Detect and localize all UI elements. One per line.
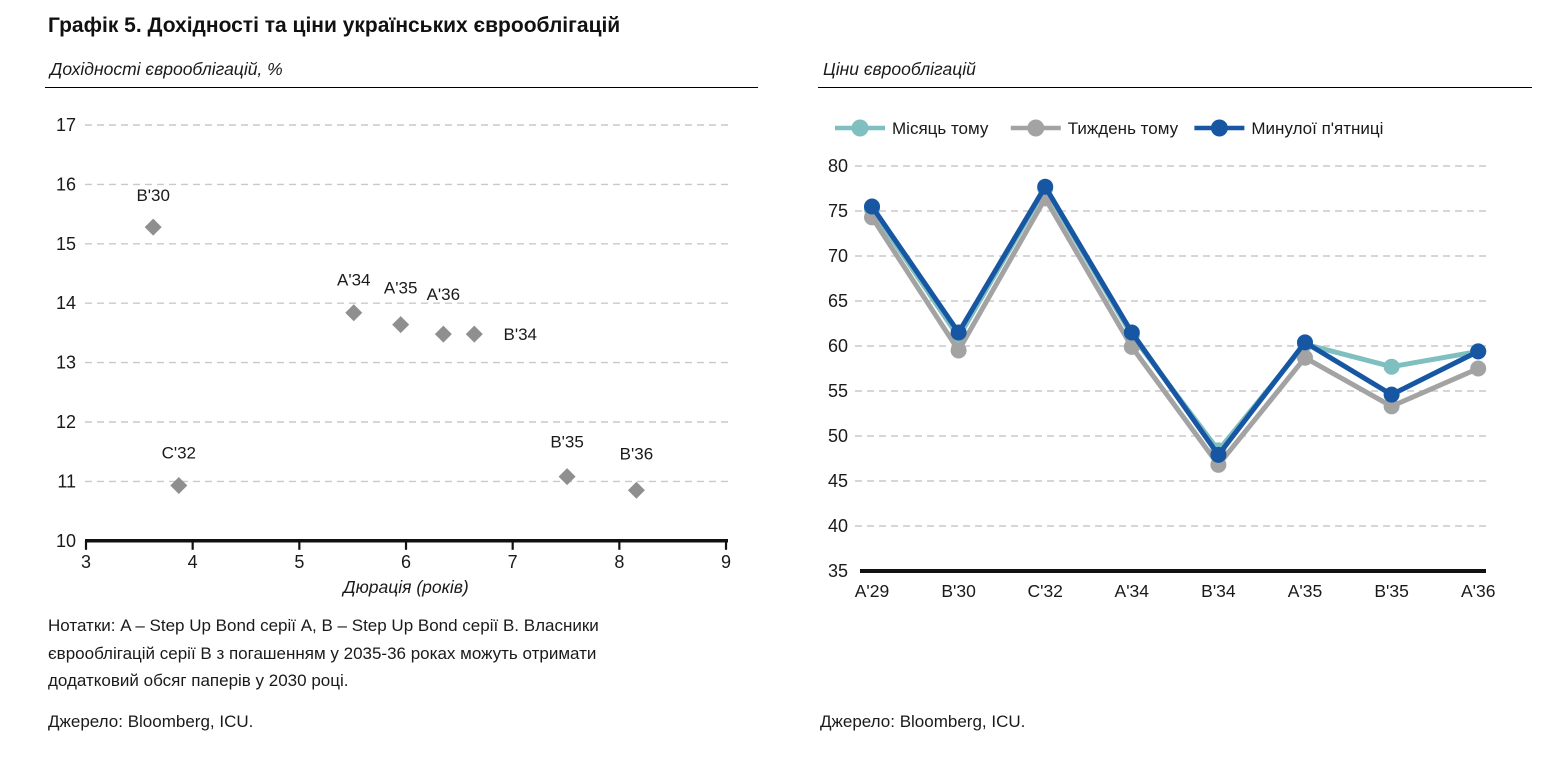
data-point [1383,358,1400,375]
right-chart-header: Ціни єврооблігацій [818,54,1532,88]
data-point [950,342,967,359]
left-chart-subtitle: Дохідності єврооблігацій, % [50,59,283,79]
scatter-point [392,316,410,334]
data-point [1383,386,1400,403]
scatter-point [434,325,452,343]
y-tick-label: 10 [56,531,76,551]
right-chart-subtitle: Ціни єврооблігацій [823,59,976,79]
x-tick-label: B'34 [1201,581,1236,601]
scatter-point-label: C'32 [162,444,196,463]
x-tick-label: B'35 [1374,581,1408,601]
data-point [1210,446,1227,463]
y-tick-label: 60 [828,336,848,356]
scatter-point-label: B'34 [504,325,538,344]
x-tick-label: 8 [614,552,624,572]
y-tick-label: 11 [57,471,76,491]
x-tick-label: 4 [188,552,198,572]
data-point [1297,334,1313,351]
x-tick-label: 6 [401,552,411,572]
scatter-point-label: A'36 [427,285,461,304]
y-tick-label: 17 [56,115,76,135]
y-tick-label: 80 [828,156,848,176]
y-tick-label: 12 [56,412,76,432]
prices-line-chart: 35 40 45 50 55 60 65 70 75 80 A'29 B'30 C'32 A'34 B'34… [828,119,1495,601]
y-tick-label: 13 [56,353,76,373]
right-source: Джерело: Bloomberg, ICU. [820,712,1026,731]
x-tick-label: A'35 [1288,581,1322,601]
y-tick-label: 14 [56,293,76,313]
legend-label: Тиждень тому [1068,119,1179,138]
legend-item: Минулої п'ятниці [1194,119,1383,138]
y-tick-label: 75 [828,201,848,221]
legend-marker-circle [1027,119,1045,137]
y-tick-label: 15 [56,234,76,254]
left-chart-header: Дохідності єврооблігацій, % [45,54,758,88]
x-tick-label: A'29 [855,581,889,601]
y-tick-label: 45 [828,471,848,491]
scatter-point-label: B'30 [136,186,170,205]
x-tick-label: 5 [294,552,304,572]
legend-label: Місяць тому [892,119,989,138]
data-point [1037,178,1054,195]
legend-item: Місяць тому [835,119,989,138]
y-tick-label: 40 [828,516,848,536]
scatter-point [170,477,188,495]
scatter-point [627,481,645,499]
x-tick-label: A'34 [1115,581,1150,601]
data-point [1470,343,1487,360]
x-tick-label: B'30 [941,581,976,601]
scatter-point-label: B'35 [550,433,584,452]
data-point [1123,324,1140,341]
x-axis-title: Дюрація (років) [341,577,468,597]
series-line [869,193,1480,469]
data-point [1123,338,1140,355]
yields-scatter-chart: 10 11 12 13 14 15 16 17 3 4 5 6 7 8 9 Дюрація (років) B'… [56,115,731,597]
scatter-point-label: A'34 [337,271,371,290]
scatter-point [558,468,576,486]
y-tick-label: 55 [828,381,848,401]
legend-item: Тиждень тому [1010,119,1179,138]
data-point [864,198,880,215]
y-tick-label: 70 [828,246,848,266]
x-tick-label: 7 [508,552,518,572]
scatter-point [345,304,363,322]
x-tick-label: C'32 [1027,581,1062,601]
data-point [1470,360,1487,377]
scatter-point-label: B'36 [620,444,654,463]
legend-label: Минулої п'ятниці [1251,119,1383,138]
scatter-point-label: A'35 [384,279,418,298]
series-line [869,181,1480,460]
data-point [1297,349,1313,366]
x-tick-label: A'36 [1461,581,1495,601]
figure-title: Графік 5. Дохідності та ціни українських… [48,14,621,37]
series-минулої-п'ятниці [864,178,1487,463]
scatter-point [144,218,162,236]
left-source: Джерело: Bloomberg, ICU. [48,712,254,731]
chart-notes: Нотатки: A – Step Up Bond серії A, B – S… [48,616,599,691]
x-tick-label: 3 [81,552,91,572]
legend-marker-circle [851,119,869,137]
scatter-point [465,325,483,343]
data-point [950,324,967,341]
y-tick-label: 65 [828,291,848,311]
series-місяць-тому [864,180,1487,459]
y-tick-label: 35 [828,561,848,581]
x-tick-label: 9 [721,552,731,572]
y-tick-label: 50 [828,426,848,446]
legend-marker-circle [1210,119,1228,137]
y-tick-label: 16 [56,174,76,194]
data-point [1383,398,1400,415]
